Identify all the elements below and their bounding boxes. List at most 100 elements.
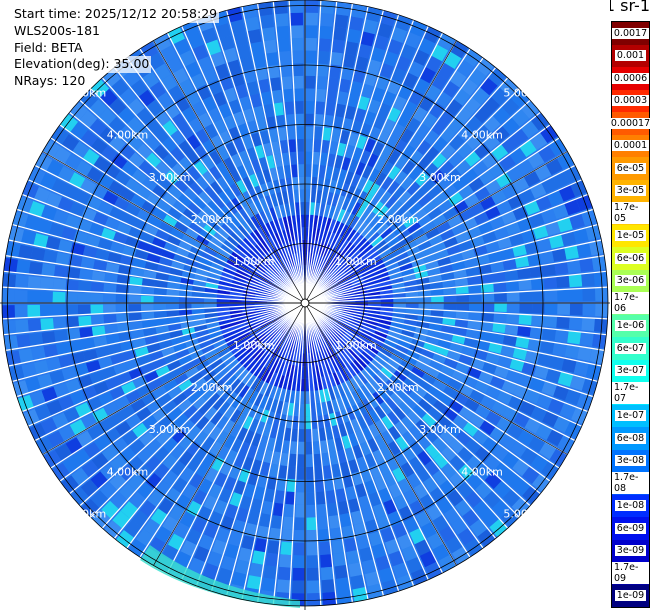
range-gate-cell bbox=[221, 555, 237, 572]
range-gate-cell bbox=[257, 282, 271, 290]
range-gate-cell bbox=[273, 247, 282, 260]
range-gate-cell bbox=[159, 372, 174, 386]
range-gate-cell bbox=[531, 277, 545, 290]
range-gate-cell bbox=[457, 124, 474, 142]
range-gate-cell bbox=[257, 474, 269, 489]
range-gate-cell bbox=[324, 217, 332, 231]
range-gate-cell bbox=[295, 492, 305, 505]
range-gate-cell bbox=[377, 387, 390, 401]
range-gate-cell bbox=[237, 265, 251, 275]
range-gate-cell bbox=[362, 272, 376, 280]
range-gate-cell bbox=[282, 376, 290, 390]
range-gate-cell bbox=[311, 164, 319, 178]
range-gate-cell bbox=[494, 303, 507, 313]
range-gate-cell bbox=[426, 267, 441, 276]
range-gate-cell bbox=[468, 293, 482, 302]
range-gate-cell bbox=[438, 160, 455, 176]
range-gate-cell bbox=[435, 345, 450, 357]
range-gate-cell bbox=[278, 362, 286, 375]
range-gate-cell bbox=[162, 214, 178, 228]
range-gate-cell bbox=[577, 346, 592, 362]
range-gate-cell bbox=[205, 467, 219, 483]
range-gate-cell bbox=[345, 349, 356, 362]
range-gate-cell bbox=[361, 350, 374, 362]
range-gate-cell bbox=[340, 314, 353, 321]
range-gate-cell bbox=[217, 248, 231, 259]
range-gate-cell bbox=[385, 261, 399, 271]
range-gate-cell bbox=[105, 376, 121, 391]
range-gate-cell bbox=[492, 271, 506, 282]
range-gate-cell bbox=[455, 361, 470, 374]
range-gate-cell bbox=[186, 166, 201, 181]
range-gate-cell bbox=[171, 336, 185, 346]
range-gate-cell bbox=[374, 476, 388, 491]
range-gate-cell bbox=[363, 275, 377, 284]
range-gate-cell bbox=[157, 177, 173, 192]
range-gate-cell bbox=[209, 330, 223, 340]
colorbar-cell: 6e-07 bbox=[612, 337, 649, 360]
range-gate-cell bbox=[305, 164, 312, 177]
range-gate-cell bbox=[166, 289, 180, 297]
range-gate-cell bbox=[443, 406, 459, 422]
range-gate-cell bbox=[52, 291, 66, 303]
colorbar-cell: 3e-06 bbox=[612, 269, 649, 292]
range-gate-cell bbox=[399, 262, 413, 272]
range-gate-cell bbox=[297, 151, 304, 165]
range-gate-cell bbox=[506, 303, 520, 313]
range-gate-cell bbox=[199, 365, 214, 378]
range-gate-cell bbox=[246, 81, 259, 96]
range-gate-cell bbox=[394, 451, 409, 467]
range-gate-cell bbox=[327, 246, 337, 260]
range-gate-cell bbox=[328, 140, 338, 155]
range-gate-cell bbox=[285, 242, 292, 255]
range-gate-cell bbox=[151, 237, 167, 249]
range-gate-cell bbox=[456, 430, 472, 446]
range-gate-cell bbox=[362, 325, 376, 334]
range-gate-cell bbox=[328, 263, 339, 275]
range-gate-cell bbox=[358, 240, 371, 252]
range-gate-cell bbox=[299, 403, 305, 417]
range-gate-cell bbox=[220, 205, 233, 219]
ray-gap-line bbox=[304, 32, 444, 304]
range-gate-cell bbox=[318, 38, 331, 52]
range-gate-cell bbox=[260, 409, 270, 424]
range-gate-cell bbox=[238, 369, 250, 382]
range-gate-cell bbox=[363, 412, 375, 427]
range-gate-cell bbox=[239, 56, 254, 72]
range-gate-cell bbox=[384, 538, 400, 555]
range-gate-cell bbox=[193, 160, 208, 176]
range-gate-cell bbox=[282, 350, 290, 363]
colorbar-cell: 1e-05 bbox=[612, 224, 649, 247]
range-gate-cell bbox=[131, 169, 148, 185]
range-gate-cell bbox=[328, 219, 337, 233]
range-gate-cell bbox=[425, 335, 440, 345]
range-gate-cell bbox=[241, 190, 253, 205]
range-gate-cell bbox=[273, 262, 283, 274]
range-gate-cell bbox=[260, 339, 272, 350]
range-gate-cell bbox=[427, 206, 442, 220]
range-gate-cell bbox=[393, 406, 407, 420]
range-gate-cell bbox=[348, 498, 361, 513]
ray-gap-line bbox=[225, 10, 306, 304]
range-gate-cell bbox=[326, 89, 337, 104]
range-gate-cell bbox=[262, 323, 275, 333]
range-gate-cell bbox=[178, 399, 193, 413]
range-gate-cell bbox=[443, 236, 458, 248]
range-gate-cell bbox=[194, 431, 209, 446]
range-gate-cell bbox=[187, 344, 202, 355]
range-gate-cell bbox=[425, 227, 440, 239]
range-gate-cell bbox=[25, 376, 41, 393]
range-gate-cell bbox=[312, 151, 320, 165]
range-gate-cell bbox=[377, 322, 391, 330]
range-gate-cell bbox=[66, 267, 81, 280]
ray-gap-line bbox=[304, 6, 369, 304]
range-gate-cell bbox=[162, 120, 178, 137]
range-gate-cell bbox=[379, 248, 393, 259]
range-gate-cell bbox=[323, 349, 331, 362]
range-gate-cell bbox=[31, 346, 46, 361]
range-gate-cell bbox=[295, 113, 304, 127]
range-gate-cell bbox=[337, 383, 347, 397]
range-gate-cell bbox=[401, 329, 415, 338]
range-gate-cell bbox=[449, 454, 466, 471]
range-gate-cell bbox=[351, 277, 364, 285]
